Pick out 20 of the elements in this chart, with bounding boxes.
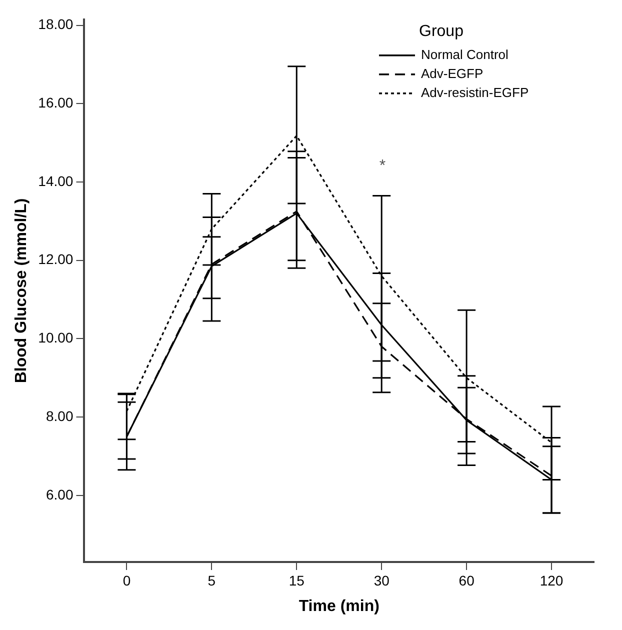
y-tick-label: 8.00 <box>46 408 74 424</box>
y-tick-label: 16.00 <box>38 94 74 110</box>
legend-label: Adv-EGFP <box>421 66 484 81</box>
x-tick-label: 5 <box>208 572 216 588</box>
legend-title: Group <box>419 22 464 40</box>
y-tick-label: 10.00 <box>38 330 74 346</box>
annotation: * <box>379 157 386 174</box>
y-axis-title: Blood Glucose (mmol/L) <box>13 198 30 384</box>
x-axis-title: Time (min) <box>298 598 380 615</box>
x-tick-label: 30 <box>374 572 390 588</box>
y-tick-label: 18.00 <box>38 16 74 32</box>
x-tick-label: 15 <box>288 572 305 588</box>
x-tick-label: 0 <box>122 572 131 588</box>
legend-label: Normal Control <box>421 46 509 62</box>
x-tick-label: 60 <box>458 572 475 588</box>
legend-label: Adv-resistin-EGFP <box>421 84 529 100</box>
y-tick-label: 14.00 <box>38 172 74 189</box>
y-tick-label: 12.00 <box>38 251 74 268</box>
y-tick-label: 6.00 <box>46 486 74 502</box>
x-tick-label: 120 <box>540 572 564 588</box>
